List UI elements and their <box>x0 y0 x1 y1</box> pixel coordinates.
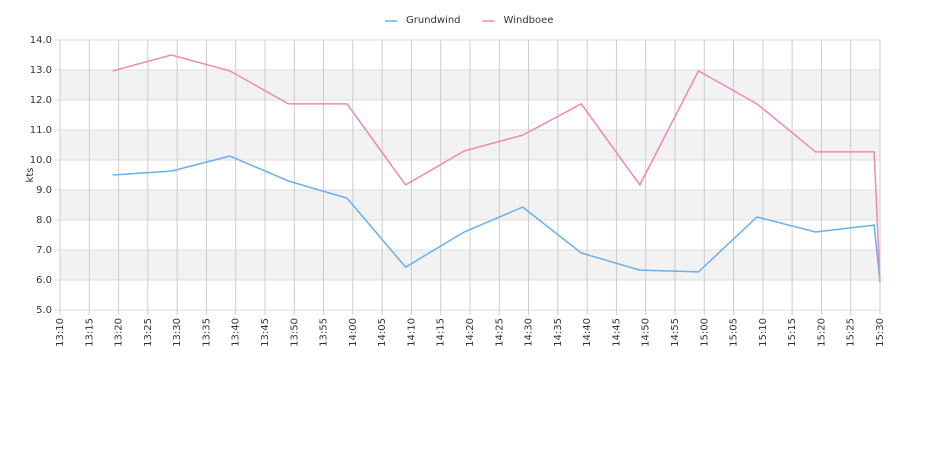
x-tick-label: 14:10 <box>406 318 417 347</box>
x-tick-label: 13:50 <box>289 318 300 347</box>
y-tick-label: 10.0 <box>30 155 52 166</box>
x-tick-label: 15:20 <box>816 318 827 347</box>
y-tick-label: 8.0 <box>36 215 52 226</box>
x-tick-label: 15:05 <box>729 318 740 347</box>
x-tick-label: 14:15 <box>436 318 447 347</box>
x-tick-label: 15:00 <box>699 318 710 347</box>
legend-label: Windboee <box>504 15 554 26</box>
x-tick-label: 14:35 <box>553 318 564 347</box>
y-tick-label: 7.0 <box>36 245 52 256</box>
y-tick-label: 13.0 <box>30 65 52 76</box>
x-tick-label: 15:10 <box>758 318 769 347</box>
x-tick-label: 14:55 <box>670 318 681 347</box>
x-tick-label: 13:20 <box>114 318 125 347</box>
y-axis-label: kts <box>25 168 36 183</box>
x-tick-label: 13:55 <box>319 318 330 347</box>
legend-label: Grundwind <box>406 15 461 26</box>
x-tick-label: 14:40 <box>582 318 593 347</box>
x-tick-label: 13:35 <box>201 318 212 347</box>
x-tick-label: 15:30 <box>875 318 886 347</box>
x-tick-label: 14:30 <box>524 318 535 347</box>
y-tick-label: 12.0 <box>30 95 52 106</box>
x-tick-label: 13:25 <box>143 318 154 347</box>
x-tick-label: 13:45 <box>260 318 271 347</box>
x-tick-label: 13:30 <box>172 318 183 347</box>
x-tick-label: 13:40 <box>231 318 242 347</box>
y-tick-label: 6.0 <box>36 275 52 286</box>
x-tick-label: 15:15 <box>787 318 798 347</box>
y-tick-label: 14.0 <box>30 35 52 46</box>
y-tick-label: 5.0 <box>36 305 52 316</box>
x-tick-label: 13:15 <box>84 318 95 347</box>
x-tick-label: 13:10 <box>55 318 66 347</box>
x-tick-label: 14:45 <box>611 318 622 347</box>
x-tick-label: 14:50 <box>641 318 652 347</box>
x-tick-label: 14:05 <box>377 318 388 347</box>
x-tick-label: 14:20 <box>465 318 476 347</box>
x-tick-label: 15:25 <box>846 318 857 347</box>
y-tick-label: 11.0 <box>30 125 52 136</box>
x-tick-label: 14:00 <box>348 318 359 347</box>
series-line <box>112 155 881 283</box>
x-tick-label: 14:25 <box>494 318 505 347</box>
series-line <box>112 54 881 283</box>
y-tick-label: 9.0 <box>36 185 52 196</box>
